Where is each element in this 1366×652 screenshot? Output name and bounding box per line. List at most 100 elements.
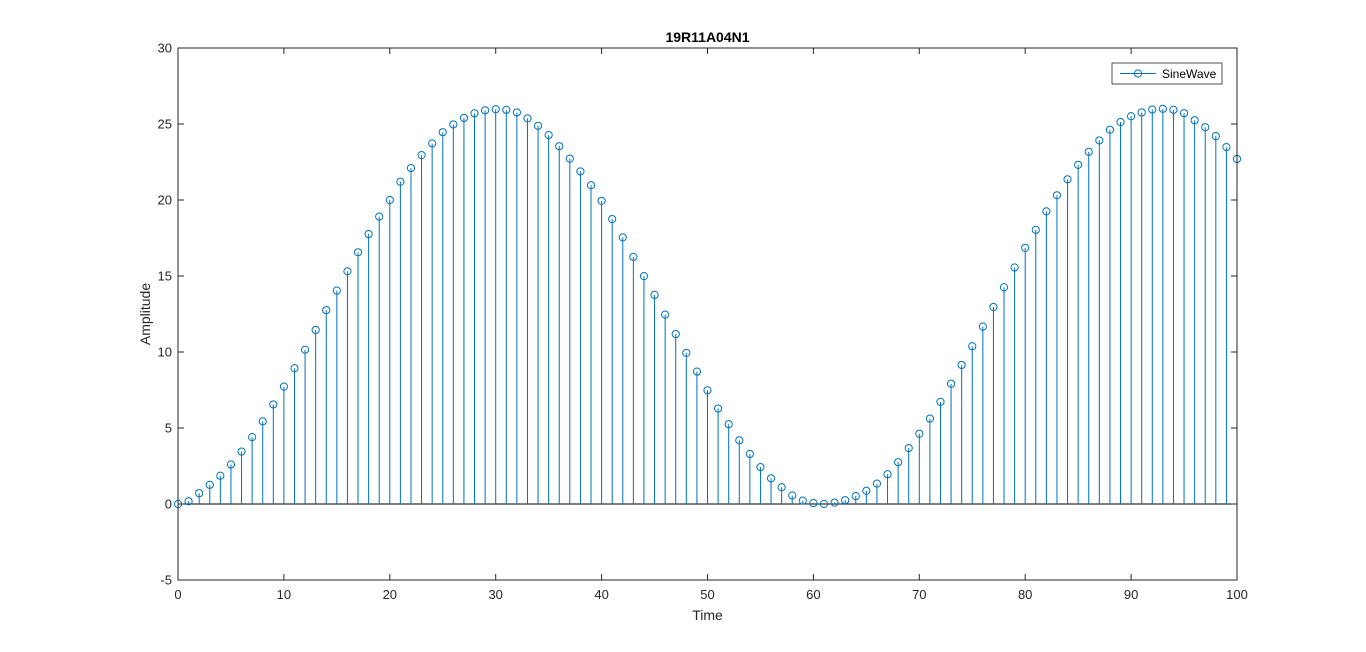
x-tick-label: 70 xyxy=(912,587,926,602)
stem-marker xyxy=(428,139,437,148)
y-tick-label: 15 xyxy=(158,269,172,284)
y-tick-label: 20 xyxy=(158,193,172,208)
stem-marker xyxy=(449,120,458,129)
stem-marker xyxy=(502,105,511,114)
stem-marker xyxy=(1074,160,1083,169)
stem-marker xyxy=(385,195,394,205)
stem-marker xyxy=(989,302,998,312)
stem-marker xyxy=(841,496,850,505)
stem-marker xyxy=(713,404,723,413)
stem-marker xyxy=(661,310,670,319)
stem-marker xyxy=(1190,116,1199,125)
stem-marker xyxy=(248,433,257,442)
stem-marker xyxy=(809,498,818,508)
chart-title: 19R11A04N1 xyxy=(665,29,749,45)
stem-marker xyxy=(788,491,797,500)
stem-marker xyxy=(396,177,405,186)
stem-marker xyxy=(904,443,913,453)
stem-marker xyxy=(1179,109,1189,118)
stem-marker xyxy=(777,483,786,492)
y-tick-label: 25 xyxy=(158,117,172,132)
stem-marker xyxy=(300,345,310,354)
stem-marker xyxy=(682,348,691,358)
stem-marker xyxy=(226,460,236,469)
stem-marker xyxy=(470,109,479,118)
stem-marker xyxy=(1031,225,1040,234)
stem-marker xyxy=(481,106,490,115)
stem-marker xyxy=(1158,104,1167,113)
stem-marker xyxy=(692,367,702,376)
x-tick-label: 100 xyxy=(1226,587,1248,602)
stem-marker xyxy=(1052,191,1062,200)
stem-marker xyxy=(406,163,416,173)
stem-marker xyxy=(576,167,585,176)
stem-marker xyxy=(343,267,352,276)
stem-marker xyxy=(999,283,1009,292)
stem-marker xyxy=(555,142,564,151)
stem-marker xyxy=(1148,105,1157,114)
stem-marker xyxy=(322,306,331,315)
stem-marker xyxy=(957,360,966,370)
stem-marker xyxy=(936,397,945,406)
stem-marker xyxy=(671,329,680,339)
stem-marker xyxy=(459,113,469,123)
legend-label-sinewave: SineWave xyxy=(1162,67,1217,81)
stem-marker xyxy=(639,272,649,281)
x-tick-label: 10 xyxy=(277,587,291,602)
stem-marker xyxy=(872,479,882,488)
stem-marker xyxy=(894,458,903,467)
stem-marker xyxy=(311,325,320,335)
stem-marker xyxy=(491,105,500,114)
stem-marker xyxy=(1084,147,1093,156)
stem-marker xyxy=(830,498,839,507)
legend-box xyxy=(1111,62,1223,85)
stem-marker xyxy=(1116,117,1125,127)
x-axis-label: Time xyxy=(692,607,723,623)
stem-marker xyxy=(1137,108,1146,117)
x-tick-label: 90 xyxy=(1124,587,1138,602)
stem-marker xyxy=(1201,123,1210,132)
stem-marker xyxy=(915,429,924,438)
legend: SineWave xyxy=(1111,62,1223,85)
stem-marker xyxy=(597,196,606,206)
y-tick-label: -5 xyxy=(160,573,172,588)
stem-marker xyxy=(703,386,712,395)
legend-marker-icon xyxy=(1133,69,1143,78)
stem-marker xyxy=(1222,143,1231,152)
stem-marker xyxy=(862,486,871,495)
stem-marker xyxy=(512,108,521,117)
stem-marker xyxy=(184,497,193,506)
x-tick-label: 60 xyxy=(806,587,820,602)
stem-marker xyxy=(269,400,278,409)
y-tick-label: 10 xyxy=(158,345,172,360)
x-tick-label: 50 xyxy=(700,587,714,602)
stem-marker xyxy=(819,499,829,509)
stem-marker xyxy=(258,417,267,426)
x-tick-label: 40 xyxy=(594,587,608,602)
stem-marker xyxy=(978,322,987,331)
stem-marker xyxy=(1095,136,1104,145)
stem-marker xyxy=(195,489,204,498)
stem-marker xyxy=(205,480,214,489)
y-tick-label: 5 xyxy=(165,421,172,436)
stem-marker xyxy=(629,252,638,261)
stem-marker xyxy=(290,364,299,373)
stem-marker xyxy=(883,470,892,479)
stem-marker xyxy=(756,462,765,472)
stem-marker xyxy=(735,436,744,445)
stem-marker xyxy=(332,286,341,295)
stem-marker xyxy=(1021,243,1030,252)
stem-marker xyxy=(766,474,776,483)
stem-marker xyxy=(565,154,574,163)
y-tick-label: 30 xyxy=(158,41,172,56)
stem-marker xyxy=(1211,132,1220,141)
stem-marker xyxy=(724,420,733,429)
stem-marker xyxy=(946,379,956,388)
x-tick-label: 30 xyxy=(488,587,502,602)
stem-marker xyxy=(798,496,807,505)
stem-marker xyxy=(1010,263,1019,272)
stem-marker xyxy=(925,414,934,423)
stem-marker xyxy=(364,229,373,239)
stem-marker xyxy=(417,151,426,160)
